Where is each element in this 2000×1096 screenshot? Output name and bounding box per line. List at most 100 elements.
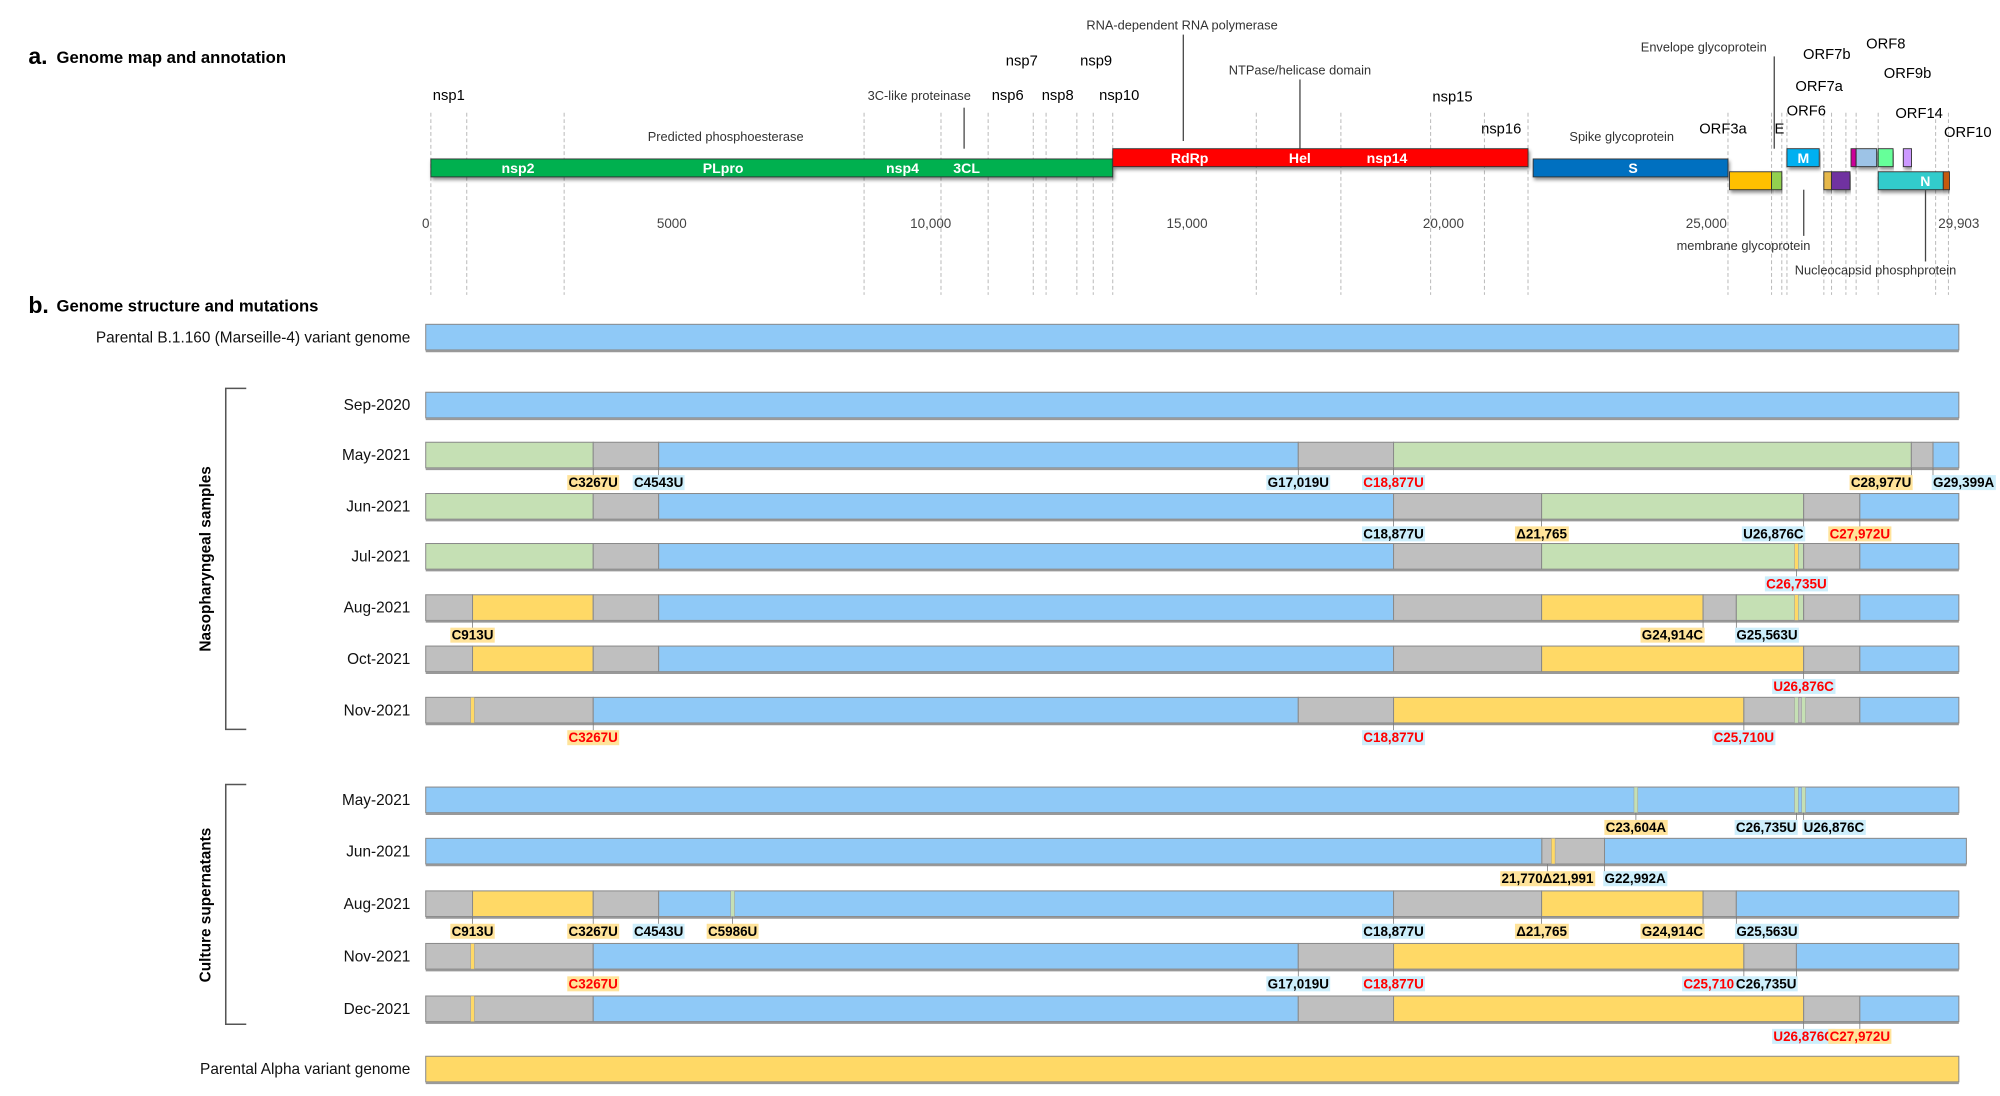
gene-inner-label: nsp2 [502, 160, 535, 176]
segment-gray [1393, 645, 1543, 673]
segment-yellow [1393, 696, 1745, 724]
segment-blue [658, 441, 1299, 469]
segment-gray [592, 645, 660, 673]
mutation-label-bg [1514, 923, 1569, 939]
segment-green [425, 441, 594, 469]
gene-annotation-label: ORF14 [1895, 106, 1942, 122]
segment-blue [592, 696, 1299, 724]
mutation-label: C913U [452, 924, 494, 939]
axis-tick-label: 10,000 [910, 216, 951, 231]
gene-orf1b [1112, 148, 1529, 168]
gene-annotation-label: RNA-dependent RNA polymerase [1086, 17, 1277, 32]
mutation-label: C5986U [708, 924, 757, 939]
segment-gray [592, 594, 660, 621]
segment-gray [1803, 493, 1861, 520]
mutation-stripe [1794, 697, 1799, 724]
segment-gray [592, 543, 660, 570]
segment-gray [1393, 543, 1543, 570]
gene-inner-label: nsp14 [1367, 150, 1408, 166]
mutation-label-bg [1362, 976, 1426, 992]
segment-gray [1803, 594, 1861, 621]
mutation-label: C28,977U [1851, 475, 1912, 490]
gene-annotation-label: NTPase/helicase domain [1229, 62, 1371, 77]
segment-blue [1859, 696, 1960, 724]
segment-gray [1297, 441, 1395, 469]
group-label: Nasopharyngeal samples [197, 466, 214, 651]
segment-gray [1297, 696, 1395, 724]
mutation-stripe [1633, 786, 1639, 813]
gene-annotation-label: nsp1 [433, 88, 465, 104]
mutation-label: U26,876C [1773, 679, 1834, 694]
mutation-stripe [1551, 838, 1556, 865]
gene-annotation-label: nsp10 [1099, 88, 1139, 104]
segment-gray [592, 441, 660, 469]
segment-gray [1803, 995, 1861, 1023]
segment-blue [425, 837, 1543, 865]
genome-row: Aug-2021 C913U C3267U C4543U C5986U C18,877U Δ… [344, 890, 1960, 939]
segment-yellow [472, 645, 594, 673]
mutation-label-bg [1640, 627, 1705, 643]
segment-gray [425, 890, 474, 918]
row-label: Dec-2021 [344, 1001, 411, 1018]
gene-orf7b [1850, 148, 1857, 168]
segment-gray [1393, 890, 1543, 918]
gene-orf1a [430, 158, 1114, 178]
genome-row: Jul-2021 C26,735U [351, 543, 1960, 592]
segment-blue [592, 942, 1299, 970]
mutation-stripe [1794, 543, 1799, 570]
gene-annotation-label: Predicted phosphoesterase [648, 129, 804, 144]
row-label: Oct-2021 [347, 651, 410, 668]
mutation-label: C3267U [569, 924, 618, 939]
mutation-label: C27,972U [1830, 1029, 1891, 1044]
mutation-label-bg [706, 923, 759, 939]
mutation-label: C25,710U [1714, 730, 1775, 745]
mutation-label-bg [1828, 526, 1892, 542]
mutation-stripe [470, 943, 475, 970]
bracket-line [224, 783, 247, 1025]
mutation-label-bg [450, 923, 495, 939]
segment-gray [425, 594, 474, 621]
panel-b-heading: b. Genome structure and mutations [28, 292, 318, 318]
gene-annotation-label: 3C-like proteinase [868, 88, 971, 103]
segment-blue [1859, 543, 1960, 570]
mutation-label: G17,019U [1268, 976, 1329, 991]
gene-inner-label: N [1920, 173, 1930, 189]
segment-gray [1297, 995, 1395, 1023]
gene-annotation-label: nsp9 [1080, 53, 1112, 69]
segment-green [1541, 493, 1805, 520]
segment-blue [658, 645, 1395, 673]
row-label: May-2021 [342, 792, 410, 809]
row-label: Aug-2021 [344, 600, 411, 617]
row-label: Parental B.1.160 (Marseille-4) variant g… [96, 329, 411, 346]
genome-row: Nov-2021 C3267U C18,877U C25,710U [344, 696, 1960, 746]
panel-b-title: Genome structure and mutations [57, 296, 319, 315]
gene-annotation-label: ORF10 [1944, 125, 1992, 141]
gene-inner-label: 3CL [953, 160, 980, 176]
group-bracket: Nasopharyngeal samples [197, 387, 247, 731]
gene-inner-label: PLpro [703, 160, 744, 176]
mutation-label: C25,710U [1683, 976, 1744, 991]
mutation-label-bg [1764, 576, 1828, 592]
gene-orf3a [1729, 171, 1773, 191]
mutation-label-bg [1772, 678, 1836, 694]
row-label: Jun-2021 [346, 498, 410, 515]
mutation-label: C4543U [634, 924, 683, 939]
mutation-label: G25,563U [1736, 924, 1797, 939]
gene-annotation-label: nsp15 [1432, 89, 1472, 105]
segment-gray [1702, 594, 1737, 621]
segment-green [1393, 441, 1912, 469]
mutation-label: Δ21,765 [1516, 924, 1567, 939]
segment-gray [1803, 543, 1861, 570]
group-bracket: Culture supernatants [197, 783, 247, 1025]
genome-rows: Parental B.1.160 (Marseille-4) variant g… [96, 323, 1996, 1085]
mutation-label-bg [1362, 475, 1426, 491]
gene-annotation-label: nsp6 [992, 88, 1024, 104]
mutation-label: U26,876C [1743, 526, 1804, 541]
segment-yellow [472, 890, 594, 918]
gene-annotation-label: membrane glycoprotein [1677, 238, 1811, 253]
segment-blue [1735, 890, 1960, 918]
segment-green [1541, 543, 1805, 570]
segment-yellow [1541, 890, 1704, 918]
mutation-label: G25,563U [1736, 628, 1797, 643]
